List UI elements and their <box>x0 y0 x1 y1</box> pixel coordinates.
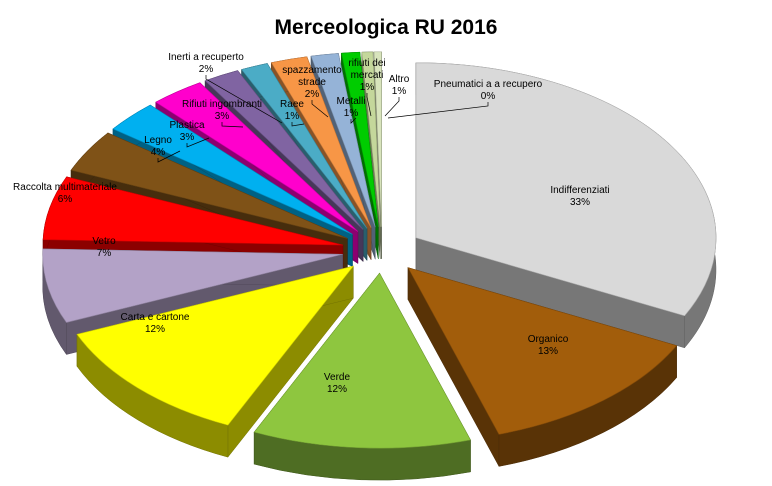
pie-slice-13 <box>341 51 379 227</box>
slice-label-2: Verde 12% <box>324 372 351 395</box>
chart-title: Merceologica RU 2016 <box>275 16 498 39</box>
slice-label-6: Legno 4% <box>144 135 172 158</box>
slice-label-3: Carta e cartone 12% <box>121 312 190 335</box>
leader-line-15 <box>387 102 489 119</box>
leader-line-12 <box>350 117 357 124</box>
slice-label-13: rifiuti dei mercati 1% <box>348 58 385 93</box>
slice-label-14: Altro 1% <box>389 74 410 97</box>
pie-slice-11 <box>270 56 372 228</box>
slice-label-9: Inerti a recuperto 2% <box>168 52 244 75</box>
leader-line-6 <box>157 150 181 163</box>
slice-label-0: Indifferenziati 33% <box>550 185 609 208</box>
leader-line-7 <box>186 137 210 148</box>
pie-slice-4 <box>42 248 343 323</box>
slice-label-12: Metalli 1% <box>337 96 366 119</box>
slice-labels: Indifferenziati 33% Organico 13% Verde 12% Car… <box>13 52 610 395</box>
pie-slice-12 <box>310 53 376 228</box>
pie-slice-15 <box>373 51 382 227</box>
pie-slice-5 <box>42 176 343 246</box>
leader-line-10 <box>291 122 305 127</box>
pie-slices <box>42 51 717 449</box>
slice-label-4: Vetro 7% <box>92 236 116 259</box>
pie-slice-9 <box>204 70 364 230</box>
slice-label-8: Rifiuti ingombranti 3% <box>182 99 262 122</box>
pie-slice-7 <box>112 104 353 235</box>
pie-slice-10 <box>241 63 368 229</box>
leader-lines <box>157 75 489 163</box>
pie-slice-2 <box>253 272 471 449</box>
leader-line-9 <box>205 75 283 124</box>
slice-label-10: Raee 1% <box>280 99 304 122</box>
leader-line-14 <box>384 97 400 117</box>
leader-line-11 <box>311 100 329 118</box>
leader-line-13 <box>366 93 372 117</box>
pie-slice-14 <box>361 51 381 227</box>
slice-label-7: Plastica 3% <box>169 120 204 143</box>
pie-slice-8 <box>155 82 359 232</box>
slice-label-11: spazzamento strade 2% <box>282 65 342 100</box>
pie-slice-1 <box>407 267 678 435</box>
pie-slice-3 <box>76 265 355 426</box>
pie-slice-0 <box>415 62 717 317</box>
slice-label-5: Raccolta multimateriale 6% <box>13 182 117 205</box>
slice-label-1: Organico 13% <box>528 334 569 357</box>
leader-line-8 <box>221 122 244 128</box>
pie-slice-6 <box>70 132 348 239</box>
slice-label-15: Pneumatici a a recupero 0% <box>434 79 543 102</box>
